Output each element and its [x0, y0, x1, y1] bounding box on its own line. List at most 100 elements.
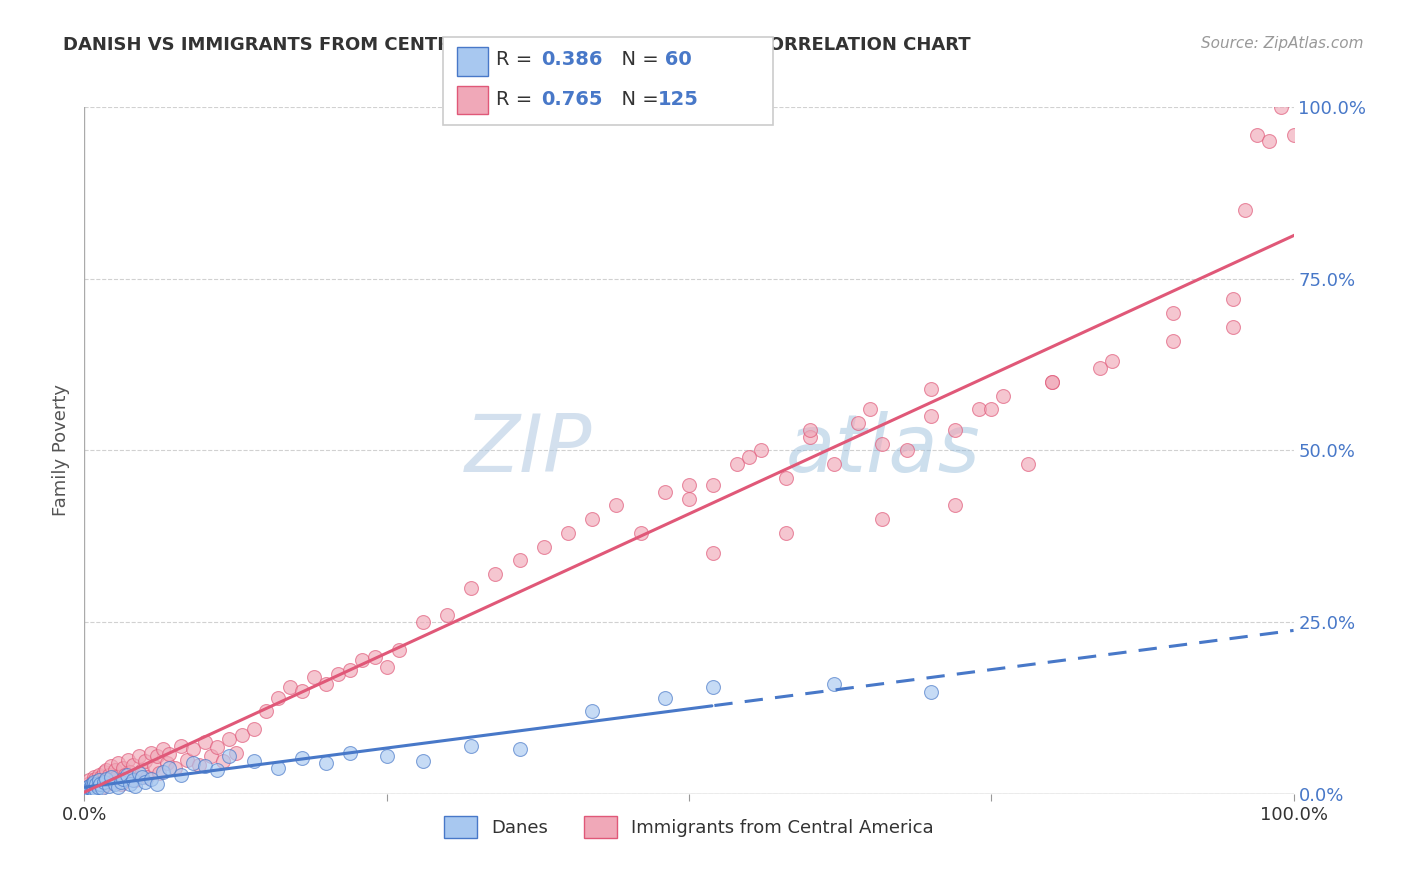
Point	[152, 764, 174, 779]
Point	[188, 758, 211, 772]
Point	[581, 512, 603, 526]
Point	[775, 525, 797, 540]
Point	[278, 681, 301, 695]
Point	[77, 773, 100, 788]
Point	[170, 767, 193, 781]
Point	[799, 423, 821, 437]
Point	[181, 756, 204, 770]
Point	[1017, 457, 1039, 471]
Point	[412, 615, 434, 630]
Point	[751, 443, 773, 458]
Point	[872, 436, 894, 450]
Point	[218, 731, 240, 746]
Point	[89, 777, 111, 791]
Point	[136, 770, 159, 784]
Point	[86, 782, 108, 797]
Point	[98, 772, 121, 786]
Text: N =: N =	[609, 50, 665, 70]
Point	[94, 772, 117, 786]
Point	[315, 677, 337, 691]
Point	[80, 780, 103, 795]
Point	[218, 749, 240, 764]
Point	[630, 525, 652, 540]
Point	[291, 683, 314, 698]
Point	[100, 770, 122, 784]
Point	[388, 642, 411, 657]
Point	[702, 546, 724, 561]
Point	[242, 722, 264, 736]
Point	[76, 780, 98, 794]
Point	[80, 782, 103, 797]
Point	[134, 754, 156, 768]
Point	[120, 764, 142, 779]
Point	[702, 681, 724, 695]
Point	[114, 767, 136, 781]
Text: DANISH VS IMMIGRANTS FROM CENTRAL AMERICA FAMILY POVERTY CORRELATION CHART: DANISH VS IMMIGRANTS FROM CENTRAL AMERIC…	[63, 36, 972, 54]
Point	[82, 774, 104, 789]
Point	[315, 756, 337, 770]
Point	[82, 782, 104, 797]
Point	[605, 499, 627, 513]
Point	[131, 770, 153, 784]
Point	[131, 763, 153, 777]
Point	[87, 767, 110, 781]
Point	[1222, 293, 1244, 307]
Point	[94, 763, 117, 777]
Point	[77, 781, 100, 796]
Point	[775, 471, 797, 485]
Point	[1258, 134, 1281, 148]
Point	[1246, 128, 1268, 142]
Point	[557, 525, 579, 540]
Point	[89, 776, 111, 790]
Point	[412, 754, 434, 768]
Point	[77, 776, 100, 790]
Point	[128, 766, 150, 780]
Point	[302, 670, 325, 684]
Point	[128, 749, 150, 764]
Point	[104, 763, 127, 777]
Point	[104, 776, 127, 790]
Point	[738, 450, 761, 465]
Point	[212, 754, 235, 768]
Point	[77, 779, 100, 793]
Point	[460, 739, 482, 753]
Point	[84, 772, 107, 786]
Point	[93, 764, 115, 779]
Point	[328, 666, 350, 681]
Point	[79, 784, 101, 798]
Y-axis label: Family Poverty: Family Poverty	[52, 384, 70, 516]
Point	[352, 653, 374, 667]
Point	[254, 705, 277, 719]
Point	[76, 785, 98, 799]
Point	[1222, 319, 1244, 334]
Point	[484, 567, 506, 582]
Point	[181, 742, 204, 756]
Point	[943, 423, 966, 437]
Point	[134, 774, 156, 789]
Point	[124, 773, 146, 788]
Point	[83, 781, 105, 796]
Point	[90, 770, 112, 784]
Point	[117, 753, 139, 767]
Point	[1161, 306, 1184, 320]
Point	[86, 774, 108, 789]
Point	[678, 478, 700, 492]
Point	[79, 780, 101, 795]
Point	[823, 677, 845, 691]
Point	[967, 402, 990, 417]
Point	[87, 773, 110, 788]
Point	[155, 756, 177, 770]
Point	[1161, 334, 1184, 348]
Point	[533, 540, 555, 554]
Point	[112, 772, 135, 786]
Point	[107, 780, 129, 794]
Point	[436, 608, 458, 623]
Point	[702, 478, 724, 492]
Point	[104, 770, 127, 784]
Point	[823, 457, 845, 471]
Point	[91, 780, 114, 794]
Point	[148, 766, 170, 780]
Point	[1101, 354, 1123, 368]
Point	[82, 779, 104, 793]
Point	[139, 772, 162, 786]
